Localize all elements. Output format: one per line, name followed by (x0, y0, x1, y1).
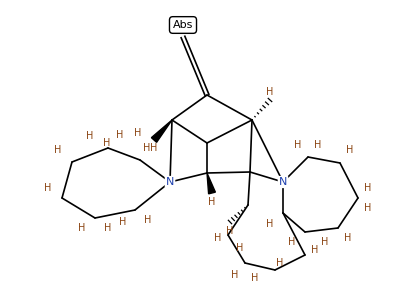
Text: H: H (251, 273, 259, 283)
Text: H: H (208, 197, 216, 207)
Text: N: N (166, 177, 174, 187)
Text: H: H (119, 217, 127, 227)
Text: H: H (54, 145, 62, 155)
Text: H: H (226, 226, 234, 236)
Text: H: H (267, 219, 274, 229)
Text: H: H (267, 87, 274, 97)
Text: H: H (294, 140, 302, 150)
Text: H: H (144, 215, 152, 225)
Text: H: H (78, 223, 86, 233)
Text: H: H (134, 128, 142, 138)
Text: Abs: Abs (173, 20, 193, 30)
Text: H: H (344, 233, 352, 243)
Text: H: H (314, 140, 322, 150)
Text: H: H (364, 203, 372, 213)
Text: H: H (86, 131, 94, 141)
Polygon shape (151, 120, 172, 142)
Text: H: H (104, 223, 112, 233)
Text: H: H (231, 270, 239, 280)
Polygon shape (207, 173, 215, 194)
Text: H: H (150, 143, 158, 153)
Text: H: H (288, 237, 296, 247)
Text: H: H (311, 245, 319, 255)
Text: H: H (321, 237, 329, 247)
Text: H: H (116, 130, 124, 140)
Text: H: H (346, 145, 354, 155)
Text: H: H (143, 143, 151, 153)
Text: H: H (236, 243, 244, 253)
Text: H: H (44, 183, 52, 193)
Text: N: N (279, 177, 287, 187)
Text: H: H (103, 138, 111, 148)
Text: H: H (364, 183, 372, 193)
Text: H: H (276, 258, 284, 268)
Text: H: H (214, 233, 222, 243)
